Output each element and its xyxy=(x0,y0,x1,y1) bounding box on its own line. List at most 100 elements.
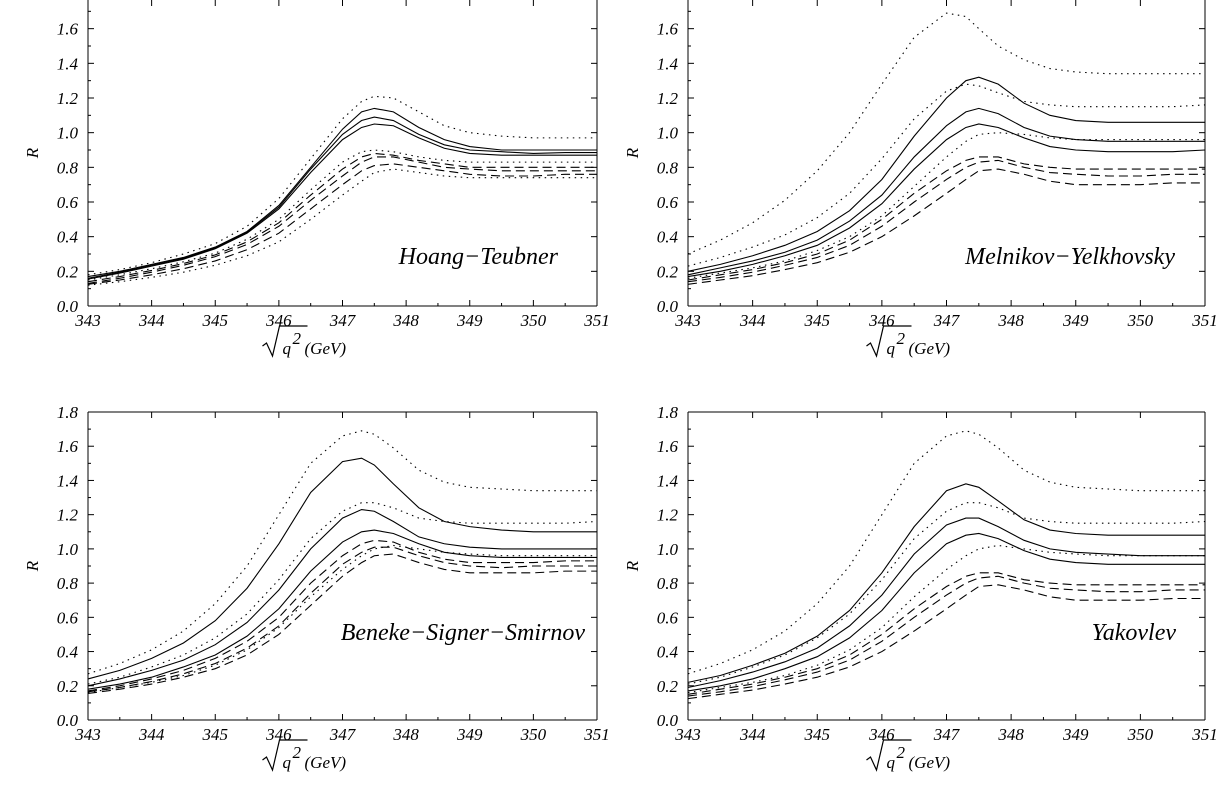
series-line-dashed-6 xyxy=(87,163,597,285)
series-line-solid-1 xyxy=(87,457,597,680)
x-tick-label: 344 xyxy=(739,725,766,744)
y-tick-label: 0.4 xyxy=(657,643,679,662)
x-tick-label: 343 xyxy=(74,311,101,330)
x-tick-label: 351 xyxy=(1191,311,1218,330)
series-line-solid-2 xyxy=(87,116,597,279)
series-line-solid-3 xyxy=(87,123,597,280)
y-tick-label: 1.8 xyxy=(657,403,679,422)
y-tick-label: 1.0 xyxy=(57,124,79,143)
sqrt-q2-symbol: q2 xyxy=(866,739,912,772)
series-line-dotted-7 xyxy=(687,430,1205,675)
series-line-dotted-7 xyxy=(687,12,1205,255)
x-tick-label: 351 xyxy=(1191,725,1218,744)
panel-annotation: Melnikov−Yelkhovsky xyxy=(964,244,1175,270)
series-line-solid-1 xyxy=(687,76,1205,272)
series-line-dashed-6 xyxy=(687,168,1205,285)
svg-text:q: q xyxy=(887,753,896,772)
y-tick-label: 0.6 xyxy=(57,608,79,627)
y-tick-label: 1.2 xyxy=(57,506,79,525)
panel-annotation: Hoang−Teubner xyxy=(398,244,559,270)
y-tick-label: 0.8 xyxy=(657,574,679,593)
y-tick-label: 1.0 xyxy=(657,124,679,143)
y-tick-label: 1.2 xyxy=(657,89,679,108)
x-tick-label: 346 xyxy=(868,725,895,744)
series-line-dotted-7 xyxy=(87,95,597,276)
series-line-solid-1 xyxy=(687,483,1205,683)
y-axis-title: R xyxy=(623,147,642,159)
y-tick-label: 1.8 xyxy=(57,403,79,422)
x-tick-label: 350 xyxy=(1127,311,1154,330)
x-tick-label: 345 xyxy=(202,725,229,744)
y-tick-label: 1.2 xyxy=(657,506,679,525)
x-tick-label: 349 xyxy=(456,311,483,330)
x-tick-label: 348 xyxy=(392,311,419,330)
y-axis-title: R xyxy=(23,147,42,159)
y-axis-title: R xyxy=(623,560,642,572)
x-tick-label: 350 xyxy=(520,725,547,744)
y-tick-label: 0.2 xyxy=(657,677,679,696)
x-tick-label: 347 xyxy=(329,725,357,744)
y-tick-label: 0.8 xyxy=(57,574,79,593)
y-tick-label: 0.2 xyxy=(57,677,79,696)
x-tick-label: 343 xyxy=(674,725,701,744)
x-tick-label: 345 xyxy=(804,725,831,744)
series-line-dotted-8 xyxy=(687,502,1206,685)
x-axis-title: (GeV) xyxy=(909,753,951,772)
series-line-dotted-8 xyxy=(87,502,598,685)
y-tick-label: 0.0 xyxy=(57,297,79,316)
y-tick-label: 0.0 xyxy=(657,711,679,730)
series-line-dotted-8 xyxy=(687,83,1206,267)
x-tick-label: 349 xyxy=(1062,311,1089,330)
panel-3: 343 344 345 346 347 348 349 350 351 0.0 0.2 0.4 0.6 0… xyxy=(23,403,610,772)
y-tick-label: 0.2 xyxy=(57,262,79,281)
x-tick-label: 350 xyxy=(520,311,547,330)
series-line-dotted-8 xyxy=(87,149,597,281)
y-tick-label: 0.6 xyxy=(657,193,679,212)
series-line-dotted-9 xyxy=(87,168,597,286)
x-tick-label: 347 xyxy=(329,311,357,330)
panel-4: 343 344 345 346 347 348 349 350 351 0.0 0.2 0.4 0.6 0… xyxy=(623,403,1218,772)
x-tick-label: 345 xyxy=(202,311,229,330)
y-tick-label: 0.4 xyxy=(57,228,79,247)
x-tick-label: 349 xyxy=(1062,725,1089,744)
svg-text:2: 2 xyxy=(897,743,906,762)
x-tick-label: 346 xyxy=(265,725,292,744)
x-tick-label: 346 xyxy=(265,311,292,330)
y-tick-label: 0.8 xyxy=(657,158,679,177)
series-line-dotted-9 xyxy=(87,544,597,694)
series-line-solid-2 xyxy=(687,517,1205,689)
y-tick-label: 1.4 xyxy=(657,471,679,490)
y-tick-label: 1.0 xyxy=(57,540,79,559)
series-line-dashed-6 xyxy=(687,584,1205,700)
y-tick-label: 1.6 xyxy=(657,20,679,39)
series-line-dotted-9 xyxy=(687,132,1205,279)
x-axis-title: (GeV) xyxy=(305,339,347,358)
y-tick-label: 1.2 xyxy=(57,89,79,108)
x-tick-label: 351 xyxy=(583,311,610,330)
x-tick-label: 347 xyxy=(933,725,961,744)
series-line-dashed-4 xyxy=(687,156,1205,281)
x-tick-label: 351 xyxy=(583,725,610,744)
svg-text:q: q xyxy=(887,339,896,358)
svg-text:2: 2 xyxy=(897,329,906,348)
y-tick-label: 0.0 xyxy=(657,297,679,316)
y-tick-label: 1.6 xyxy=(57,437,79,456)
svg-text:q: q xyxy=(283,339,292,358)
y-axis-title: R xyxy=(23,560,42,572)
y-tick-label: 1.4 xyxy=(57,471,79,490)
svg-text:2: 2 xyxy=(293,329,302,348)
y-tick-label: 0.6 xyxy=(57,193,79,212)
y-tick-label: 0.2 xyxy=(657,262,679,281)
x-tick-label: 348 xyxy=(997,725,1024,744)
series-line-dashed-4 xyxy=(87,152,597,283)
series-line-solid-2 xyxy=(87,508,597,687)
series-line-dashed-4 xyxy=(687,572,1205,695)
x-axis-title: (GeV) xyxy=(305,753,347,772)
y-tick-label: 1.4 xyxy=(57,54,79,73)
sqrt-q2-symbol: q2 xyxy=(262,739,308,772)
y-tick-label: 0.6 xyxy=(657,608,679,627)
series-line-solid-3 xyxy=(87,529,597,690)
series-line-dashed-4 xyxy=(87,539,597,692)
x-tick-label: 344 xyxy=(138,311,165,330)
